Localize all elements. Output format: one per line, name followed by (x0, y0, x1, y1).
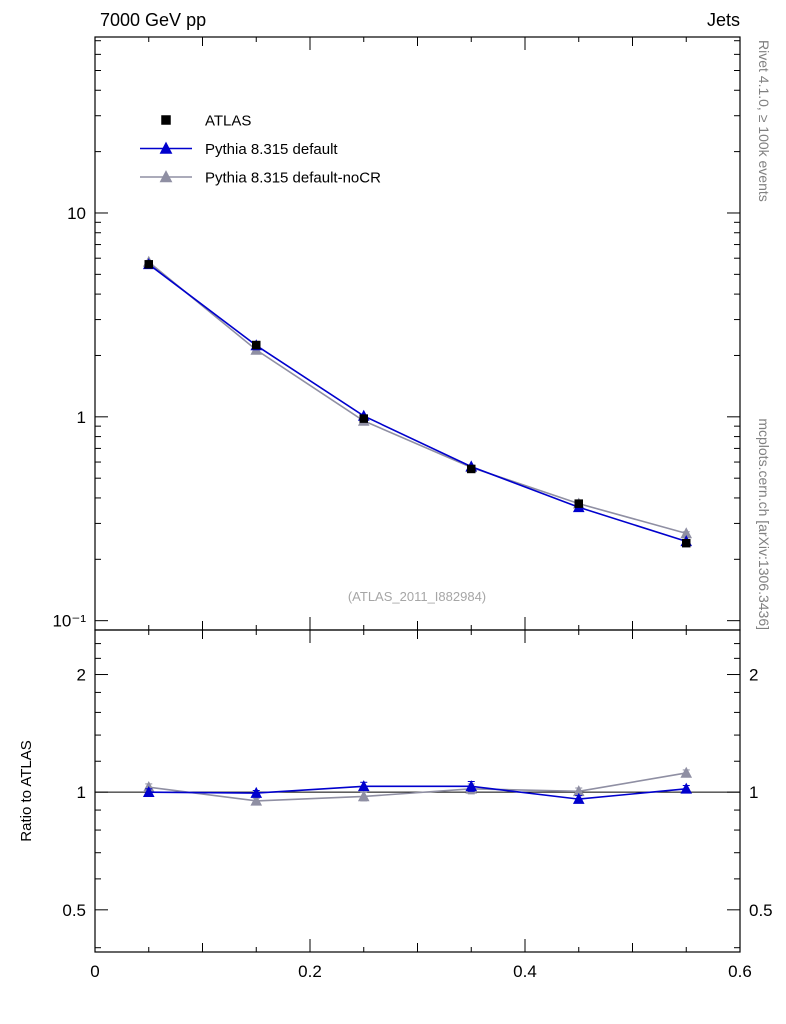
legend-item-pythia-8-315-default-nocr: Pythia 8.315 default-noCR (140, 170, 381, 187)
series-line (148, 772, 687, 802)
beam-energy-title: 7000 GeV pp (100, 10, 206, 30)
main-y-tick-label: 10 (67, 204, 86, 223)
square-marker (574, 499, 583, 508)
legend-label: Pythia 8.315 default (205, 141, 338, 158)
series-pythia-8-315-default-nocr (142, 255, 693, 539)
triangle-marker (680, 766, 693, 778)
triangle-marker (250, 786, 263, 798)
square-marker (467, 464, 476, 474)
square-marker (144, 260, 153, 269)
triangle-marker (250, 794, 263, 806)
triangle-marker (357, 780, 370, 792)
main-y-tick-label: 1 (77, 408, 86, 427)
x-tick-label: 0 (90, 962, 99, 981)
triangle-marker (680, 527, 693, 539)
triangle-marker (465, 780, 478, 792)
triangle-marker (357, 790, 370, 802)
ratio-y-tick-label-left: 2 (77, 666, 86, 685)
main-y-tick-label: 10⁻¹ (52, 612, 86, 631)
triangle-marker (159, 141, 173, 154)
analysis-id-watermark: (ATLAS_2011_I882984) (348, 589, 486, 604)
ratio-y-tick-label-left: 0.5 (62, 901, 86, 920)
triangle-marker (142, 785, 155, 797)
triangle-marker (680, 782, 693, 794)
ratio-y-tick-label-right: 2 (749, 666, 758, 685)
x-tick-label: 0.6 (728, 962, 752, 981)
triangle-marker (572, 785, 585, 797)
triangle-marker (159, 170, 173, 183)
square-marker (359, 414, 368, 423)
mcplots-credit-label: mcplots.cern.ch [arXiv:1306.3436] (756, 418, 772, 630)
legend-item-pythia-8-315-default: Pythia 8.315 default (140, 141, 338, 158)
chart-layer: 0 0.2 0.4 0.6 10⁻¹ 1 10 0.5 0.5 1 1 2 2 ATLAS Pythia 8… (52, 36, 773, 981)
legend-item-atlas: ATLAS (161, 113, 251, 130)
ratio-panel-frame (94, 629, 741, 953)
ratio-axis-title: Ratio to ATLAS (18, 740, 35, 841)
main-panel-frame (94, 36, 741, 631)
triangle-marker (572, 792, 585, 804)
series-pythia-8-315-default (142, 780, 693, 804)
x-tick-label: 0.4 (513, 962, 537, 981)
observable-group-title: Jets (707, 10, 740, 30)
series-line (148, 785, 687, 800)
series-atlas (144, 260, 691, 548)
series-pythia-8-315-default (142, 258, 693, 547)
series-line (148, 263, 687, 543)
ratio-y-tick-label-right: 1 (749, 783, 758, 802)
legend-label: Pythia 8.315 default-noCR (205, 170, 381, 187)
x-tick-label: 0.2 (298, 962, 322, 981)
square-marker (682, 538, 691, 548)
square-marker (161, 115, 171, 125)
ratio-y-tick-label-left: 1 (77, 783, 86, 802)
rivet-version-label: Rivet 4.1.0, ≥ 100k events (756, 40, 772, 202)
series-line (148, 261, 687, 535)
square-marker (252, 340, 261, 350)
legend-label: ATLAS (205, 113, 251, 130)
ratio-y-tick-label-right: 0.5 (749, 901, 773, 920)
